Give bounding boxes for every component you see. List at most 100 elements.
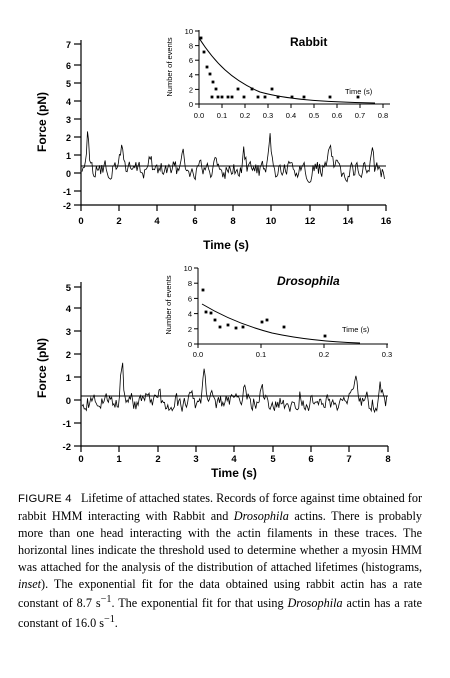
caption-text: actins. There is probably more than one … — [18, 508, 423, 574]
top-inset-x-label: Time (s) — [345, 87, 373, 96]
top-inset-xtick: 0.7 — [355, 111, 365, 120]
caption-text: . — [114, 616, 118, 631]
bottom-ytick: -1 — [63, 419, 72, 430]
top-xtick: 0 — [78, 216, 83, 227]
inset-histogram-marker — [260, 320, 264, 324]
figure-caption: FIGURE 4 Lifetime of attached states. Re… — [18, 490, 422, 632]
bottom-inset: 10 8 6 4 2 0 0.0 0.1 0.2 0.3 Number of e… — [164, 262, 394, 360]
caption-text: . The exponential fit for that using — [111, 596, 288, 611]
caption-italic: Drosophila — [233, 508, 289, 523]
bottom-ytick: 3 — [66, 327, 71, 338]
top-inset-ytick: 6 — [189, 56, 193, 65]
inset-histogram-marker — [256, 95, 260, 99]
inset-histogram-marker — [265, 318, 269, 322]
inset-histogram-marker — [201, 288, 205, 292]
inset-histogram-marker — [270, 87, 274, 91]
top-x-axis-label: Time (s) — [203, 238, 249, 252]
top-xtick: 10 — [266, 216, 277, 227]
top-y-axis-label: Force (pN) — [35, 92, 49, 152]
bottom-inset-ytick: 2 — [188, 325, 192, 334]
bottom-y-axis-label: Force (pN) — [35, 338, 49, 398]
inset-histogram-marker — [199, 36, 203, 40]
bottom-inset-y-label: Number of events — [164, 275, 173, 334]
bottom-inset-ytick: 6 — [188, 294, 192, 303]
inset-histogram-marker — [210, 95, 214, 99]
inset-histogram-marker — [276, 95, 280, 99]
caption-superscript: −1 — [103, 614, 115, 626]
top-inset-exponential-fit — [198, 37, 376, 104]
inset-histogram-marker — [211, 80, 215, 84]
top-xtick: 16 — [381, 216, 392, 227]
bottom-inset-xtick: 0.1 — [256, 350, 266, 359]
bottom-force-trace — [81, 362, 388, 414]
top-ytick: 4 — [66, 97, 71, 107]
inset-histogram-marker — [220, 95, 224, 99]
top-panel: 7 6 5 4 3 2 1 0 -1 -2 Force (pN) 0 — [35, 26, 394, 252]
inset-histogram-marker — [263, 95, 267, 99]
top-inset-xtick: 0.6 — [332, 111, 342, 120]
top-ytick: 2 — [66, 133, 71, 143]
figure-4: 7 6 5 4 3 2 1 0 -1 -2 Force (pN) 0 — [35, 26, 394, 480]
top-xtick: 2 — [116, 216, 121, 227]
bottom-x-axis-label: Time (s) — [211, 466, 257, 480]
top-inset-xtick: 0.5 — [309, 111, 319, 120]
inset-histogram-marker — [205, 65, 209, 69]
top-y-axis — [74, 40, 82, 206]
top-inset-ytick: 10 — [185, 27, 193, 36]
top-xtick: 12 — [305, 216, 316, 227]
top-ytick: -1 — [63, 187, 71, 197]
bottom-inset-xtick: 0.2 — [319, 350, 329, 359]
top-inset-xtick: 0.0 — [194, 111, 204, 120]
inset-histogram-marker — [202, 50, 206, 54]
inset-histogram-marker — [230, 95, 234, 99]
inset-histogram-marker — [213, 318, 217, 322]
bottom-ytick: -2 — [63, 442, 71, 453]
top-inset-xtick: 0.1 — [217, 111, 227, 120]
inset-histogram-marker — [209, 311, 213, 315]
bottom-xtick: 6 — [308, 454, 313, 465]
bottom-xtick: 7 — [346, 454, 351, 465]
bottom-inset-x-label: Time (s) — [342, 325, 370, 334]
caption-title: Lifetime of attached states. — [80, 491, 214, 505]
bottom-xtick: 1 — [116, 454, 122, 465]
caption-superscript: −1 — [100, 594, 112, 606]
inset-histogram-marker — [282, 325, 286, 329]
bottom-inset-ytick: 0 — [188, 340, 192, 349]
caption-text: actin has a rate constant of 16.0 s — [18, 596, 423, 631]
top-ytick: -2 — [63, 201, 71, 211]
inset-histogram-marker — [242, 95, 246, 99]
bottom-inset-ytick: 8 — [188, 279, 192, 288]
inset-histogram-marker — [290, 95, 294, 99]
bottom-inset-ytick: 10 — [184, 264, 192, 273]
top-x-axis — [80, 204, 387, 211]
bottom-xtick: 4 — [231, 454, 237, 465]
bottom-ytick: 0 — [66, 396, 71, 407]
inset-histogram-marker — [356, 95, 360, 99]
bottom-ytick: 1 — [66, 373, 72, 384]
top-ytick: 0 — [66, 169, 71, 179]
top-xtick: 4 — [154, 216, 160, 227]
top-ytick: 1 — [66, 151, 71, 161]
top-ytick: 7 — [66, 40, 71, 50]
top-inset-xtick: 0.4 — [286, 111, 296, 120]
top-inset: 10 8 6 4 2 0 0.0 0.1 0.2 0.3 0.4 0.5 0.6… — [165, 26, 394, 120]
top-force-trace — [81, 131, 385, 183]
bottom-ytick: 5 — [66, 283, 72, 294]
inset-histogram-marker — [226, 323, 230, 327]
inset-histogram-marker — [250, 87, 254, 91]
top-inset-xtick: 0.8 — [378, 111, 388, 120]
caption-text: ). The exponential fit for the data obta… — [18, 576, 422, 611]
bottom-inset-label-drosophila: Drosophila — [277, 274, 340, 288]
top-inset-y-label: Number of events — [165, 37, 174, 96]
caption-label: FIGURE 4 — [18, 493, 72, 505]
top-xtick: 14 — [343, 216, 354, 227]
bottom-inset-xtick: 0.0 — [193, 350, 203, 359]
top-inset-ytick: 8 — [189, 42, 193, 51]
inset-histogram-marker — [226, 95, 230, 99]
bottom-inset-exponential-fit — [201, 303, 361, 344]
caption-text: Records of force against time obtained f… — [18, 491, 423, 523]
top-inset-xtick: 0.3 — [263, 111, 273, 120]
inset-histogram-marker — [241, 325, 245, 329]
top-ytick: 6 — [66, 61, 71, 71]
inset-histogram-marker — [328, 95, 332, 99]
